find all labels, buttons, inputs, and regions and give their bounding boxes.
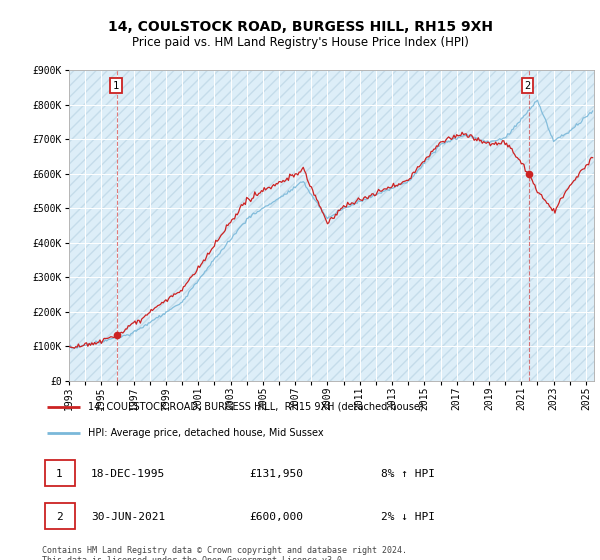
Text: HPI: Average price, detached house, Mid Sussex: HPI: Average price, detached house, Mid … [88,428,324,438]
FancyBboxPatch shape [45,503,75,529]
Text: £600,000: £600,000 [250,512,304,522]
Text: 14, COULSTOCK ROAD, BURGESS HILL, RH15 9XH: 14, COULSTOCK ROAD, BURGESS HILL, RH15 9… [107,20,493,34]
Text: 8% ↑ HPI: 8% ↑ HPI [380,469,434,479]
Text: Price paid vs. HM Land Registry's House Price Index (HPI): Price paid vs. HM Land Registry's House … [131,36,469,49]
Text: 2% ↓ HPI: 2% ↓ HPI [380,512,434,522]
Text: Contains HM Land Registry data © Crown copyright and database right 2024.
This d: Contains HM Land Registry data © Crown c… [42,546,407,560]
Text: £131,950: £131,950 [250,469,304,479]
Text: 14, COULSTOCK ROAD, BURGESS HILL,  RH15 9XH (detached house): 14, COULSTOCK ROAD, BURGESS HILL, RH15 9… [88,402,424,412]
Text: 1: 1 [113,81,119,91]
Text: 2: 2 [524,81,531,91]
Text: 30-JUN-2021: 30-JUN-2021 [91,512,166,522]
Text: 1: 1 [56,469,63,479]
Text: 2: 2 [56,512,63,522]
Text: 18-DEC-1995: 18-DEC-1995 [91,469,166,479]
FancyBboxPatch shape [45,460,75,486]
